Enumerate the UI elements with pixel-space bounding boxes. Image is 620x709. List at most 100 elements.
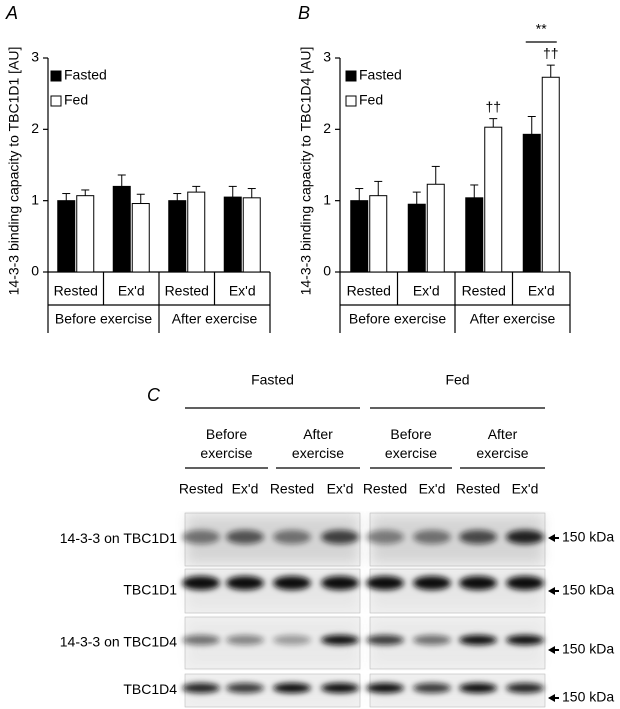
bar bbox=[369, 195, 388, 273]
x-group-label: Before exercise bbox=[55, 311, 152, 327]
blot-band bbox=[413, 576, 451, 590]
marker-arrow bbox=[548, 694, 559, 702]
y-axis-label: 14-3-3 binding capacity to TBC1D1 [AU] bbox=[6, 47, 22, 296]
blot-band bbox=[506, 530, 544, 544]
state-label: Ex'd bbox=[232, 481, 259, 497]
timing-label: Before exercise bbox=[385, 426, 437, 461]
row-label: 14-3-3 on TBC1D4 bbox=[60, 634, 177, 650]
x-tick-label: Ex'd bbox=[413, 283, 440, 299]
panel-label: C bbox=[147, 385, 161, 405]
blot-band bbox=[226, 576, 264, 590]
blot-band bbox=[321, 683, 359, 693]
blot-band bbox=[506, 576, 544, 590]
blot-band bbox=[182, 635, 220, 645]
legend-swatch bbox=[345, 95, 357, 107]
error-bar bbox=[81, 189, 90, 196]
timing-line: exercise bbox=[476, 445, 528, 461]
blot-band bbox=[366, 576, 404, 590]
timing-label: Before exercise bbox=[200, 426, 252, 461]
x-tick-label: Rested bbox=[462, 283, 506, 299]
y-tick-label: 1 bbox=[31, 191, 39, 207]
bar bbox=[76, 195, 95, 273]
condition-label: Fasted bbox=[251, 372, 294, 388]
bar bbox=[187, 191, 206, 273]
bar bbox=[168, 200, 187, 273]
marker-arrow bbox=[548, 534, 559, 542]
error-bar bbox=[355, 188, 364, 201]
marker-label: 150 kDa bbox=[562, 582, 614, 598]
blot-band bbox=[459, 576, 497, 590]
blot-band bbox=[321, 635, 359, 645]
blot-band bbox=[273, 530, 311, 544]
blot-band bbox=[226, 683, 264, 693]
x-tick-label: Rested bbox=[165, 283, 209, 299]
blot-band bbox=[506, 683, 544, 693]
blot-band bbox=[321, 530, 359, 544]
bar bbox=[426, 183, 445, 273]
timing-label: After exercise bbox=[476, 426, 528, 461]
bar bbox=[484, 126, 503, 273]
blot-band bbox=[273, 683, 311, 693]
error-bar bbox=[527, 115, 536, 135]
blot-band bbox=[273, 576, 311, 590]
blot-band bbox=[273, 635, 311, 645]
blot-band bbox=[226, 530, 264, 544]
y-tick-label: 3 bbox=[31, 49, 39, 65]
timing-line: Before bbox=[390, 426, 431, 442]
timing-line: After bbox=[488, 426, 518, 442]
x-group-label: Before exercise bbox=[349, 311, 446, 327]
state-label: Rested bbox=[456, 481, 500, 497]
row-label: 14-3-3 on TBC1D1 bbox=[60, 530, 177, 546]
blot-band bbox=[413, 530, 451, 544]
blot-band bbox=[321, 576, 359, 590]
bar bbox=[465, 197, 484, 273]
row-label: TBC1D4 bbox=[123, 681, 177, 697]
panel-label: B bbox=[298, 3, 310, 23]
blot-band bbox=[366, 683, 404, 693]
significance: †† bbox=[543, 45, 559, 61]
bar bbox=[223, 196, 242, 273]
timing-label: After exercise bbox=[292, 426, 344, 461]
blot-band bbox=[182, 576, 220, 590]
state-label: Rested bbox=[179, 481, 223, 497]
bar bbox=[242, 197, 261, 273]
x-tick-label: Rested bbox=[54, 283, 98, 299]
blot-band bbox=[459, 530, 497, 544]
x-group-label: After exercise bbox=[470, 311, 556, 327]
x-tick-label: Rested bbox=[347, 283, 391, 299]
marker-label: 150 kDa bbox=[562, 689, 614, 705]
error-bar bbox=[546, 64, 555, 78]
timing-line: exercise bbox=[292, 445, 344, 461]
bar bbox=[112, 185, 131, 273]
y-tick-label: 2 bbox=[31, 120, 39, 136]
y-tick-label: 0 bbox=[31, 263, 39, 279]
error-bar bbox=[173, 193, 182, 201]
timing-line: Before bbox=[206, 426, 247, 442]
blot-band bbox=[459, 635, 497, 645]
marker-label: 150 kDa bbox=[562, 529, 614, 545]
marker-arrow bbox=[548, 587, 559, 595]
blot-band bbox=[366, 635, 404, 645]
bar bbox=[541, 76, 560, 273]
error-bar bbox=[431, 165, 440, 185]
bar bbox=[350, 200, 369, 273]
error-bar bbox=[228, 185, 237, 198]
state-label: Ex'd bbox=[327, 481, 354, 497]
legend-swatch bbox=[345, 70, 357, 82]
x-tick-label: Ex'd bbox=[118, 283, 145, 299]
error-bar bbox=[62, 193, 71, 201]
legend-label: Fed bbox=[359, 92, 383, 108]
blot-band bbox=[182, 683, 220, 693]
blot-band bbox=[506, 635, 544, 645]
timing-line: After bbox=[303, 426, 333, 442]
blot-band bbox=[182, 530, 220, 544]
error-bar bbox=[117, 174, 126, 187]
bar bbox=[57, 200, 76, 273]
significance: †† bbox=[485, 98, 501, 114]
error-bar bbox=[470, 184, 479, 198]
timing-line: exercise bbox=[385, 445, 437, 461]
blot-band bbox=[459, 683, 497, 693]
bar bbox=[131, 203, 150, 273]
state-label: Rested bbox=[363, 481, 407, 497]
